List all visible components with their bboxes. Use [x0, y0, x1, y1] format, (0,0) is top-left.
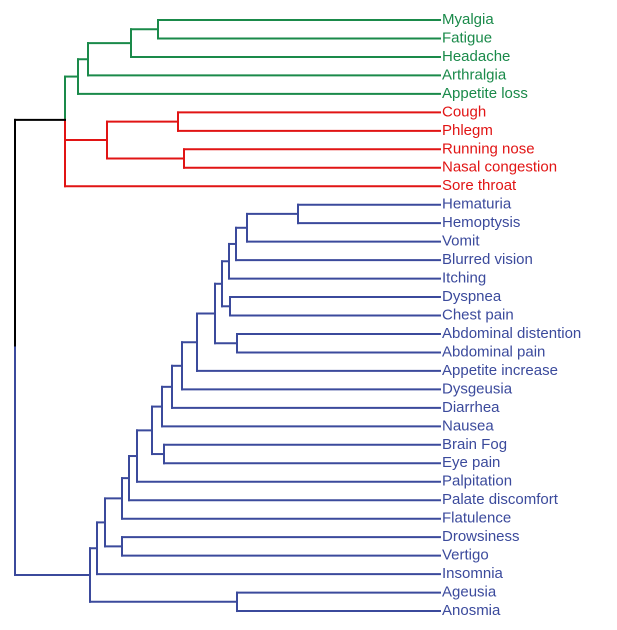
leaf-label: Nasal congestion [442, 159, 557, 176]
leaf-label: Sore throat [442, 177, 517, 194]
leaf-label: Chest pain [442, 306, 514, 323]
leaf-label: Dyspnea [442, 288, 502, 305]
leaf-label: Palate discomfort [442, 491, 559, 508]
leaf-label: Brain Fog [442, 436, 507, 453]
leaf-label: Abdominal pain [442, 343, 545, 360]
leaf-label: Hemoptysis [442, 214, 520, 231]
leaf-label: Appetite loss [442, 85, 528, 102]
leaf-label: Blurred vision [442, 251, 533, 268]
leaf-label: Anosmia [442, 602, 501, 619]
leaf-label: Dysgeusia [442, 380, 513, 397]
leaf-label: Vertigo [442, 547, 489, 564]
leaf-label: Hematuria [442, 196, 512, 213]
leaf-label: Itching [442, 270, 486, 287]
leaf-label: Appetite increase [442, 362, 558, 379]
leaf-label: Flatulence [442, 510, 511, 527]
leaf-label: Headache [442, 48, 510, 65]
leaf-label: Fatigue [442, 29, 492, 46]
leaf-label: Cough [442, 103, 486, 120]
leaf-label: Arthralgia [442, 66, 507, 83]
leaf-label: Vomit [442, 233, 480, 250]
leaf-label: Eye pain [442, 454, 500, 471]
leaf-label: Abdominal distention [442, 325, 581, 342]
leaf-label: Palpitation [442, 473, 512, 490]
leaf-label: Myalgia [442, 11, 494, 28]
leaf-label: Ageusia [442, 584, 497, 601]
leaf-label: Nausea [442, 417, 494, 434]
leaf-label: Phlegm [442, 122, 493, 139]
leaf-label: Diarrhea [442, 399, 500, 416]
leaf-label: Insomnia [442, 565, 504, 582]
leaf-label: Drowsiness [442, 528, 520, 545]
dendrogram-branches [14, 19, 441, 613]
leaf-label: Running nose [442, 140, 535, 157]
